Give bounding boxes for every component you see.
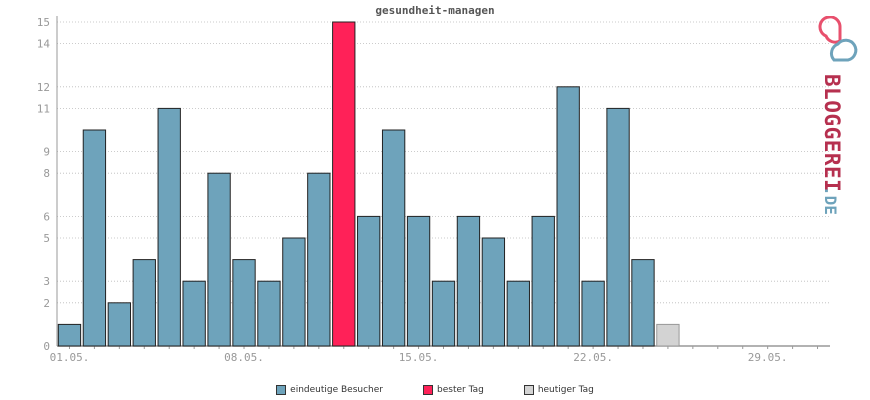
y-tick-label: 8 — [43, 167, 50, 180]
bar-today — [656, 323, 680, 347]
legend-item-today: heutiger Tag — [523, 385, 594, 395]
y-tick-label: 6 — [43, 210, 50, 223]
legend-label-visitors: eindeutige Besucher — [290, 385, 383, 395]
x-tick-label: 15.05. — [399, 351, 439, 364]
bar-visitors — [456, 215, 481, 347]
bar-visitors — [381, 129, 406, 347]
bar-visitors — [357, 215, 381, 347]
legend-swatch-best-day — [423, 385, 433, 395]
bar-visitors — [307, 172, 331, 347]
bar-visitors — [631, 259, 655, 347]
bar-visitors — [531, 215, 555, 347]
bar-visitors — [132, 259, 156, 347]
y-tick-label: 2 — [43, 297, 50, 310]
y-tick-label: 5 — [43, 232, 50, 245]
legend-label-best-day: bester Tag — [437, 385, 484, 395]
bloggerei-logo-mark-icon — [818, 16, 858, 62]
y-tick-label: 3 — [43, 275, 50, 288]
y-tick-label: 15 — [37, 16, 50, 29]
x-tick-label: 22.05. — [573, 351, 613, 364]
x-tick-label: 08.05. — [224, 351, 264, 364]
bloggerei-logo: BLOGGEREI .DE — [818, 16, 858, 215]
bar-visitors — [257, 280, 281, 347]
legend-label-today: heutiger Tag — [537, 385, 594, 395]
bar-visitors — [57, 323, 82, 347]
legend-item-visitors: eindeutige Besucher — [276, 385, 383, 395]
legend-swatch-today — [523, 385, 534, 395]
bar-visitors — [431, 280, 456, 347]
legend-item-best-day: bester Tag — [423, 385, 484, 395]
y-tick-label: 14 — [37, 38, 51, 51]
y-tick-label: 12 — [37, 81, 50, 94]
y-tick-label: 11 — [37, 102, 50, 115]
bar-visitors — [232, 259, 256, 347]
x-tick-label: 29.05. — [748, 351, 788, 364]
y-tick-label: 0 — [43, 340, 50, 353]
legend-swatch-visitors — [276, 385, 287, 395]
bar-visitors — [606, 107, 630, 347]
logo-text-suffix: .DE — [821, 186, 840, 215]
bar-visitors — [282, 237, 306, 347]
bar-visitors — [556, 86, 580, 347]
logo-text-main: BLOGGEREI — [820, 74, 844, 192]
bar-visitors — [506, 280, 530, 347]
bar-visitors — [182, 280, 206, 347]
legend: eindeutige Besucher bester Tag heutiger … — [0, 385, 870, 395]
chart-title: gesundheit-managen — [375, 4, 495, 17]
y-tick-label: 9 — [43, 146, 50, 159]
bar-visitors — [481, 237, 506, 347]
bar-visitors — [406, 215, 431, 347]
bar-visitors — [581, 280, 605, 347]
x-tick-label: 01.05. — [50, 351, 90, 364]
bar-visitors — [82, 129, 107, 347]
bar-best-day — [332, 21, 356, 347]
bar-visitors — [157, 107, 181, 347]
bar-visitors — [207, 172, 231, 347]
bar-visitors — [107, 302, 132, 347]
